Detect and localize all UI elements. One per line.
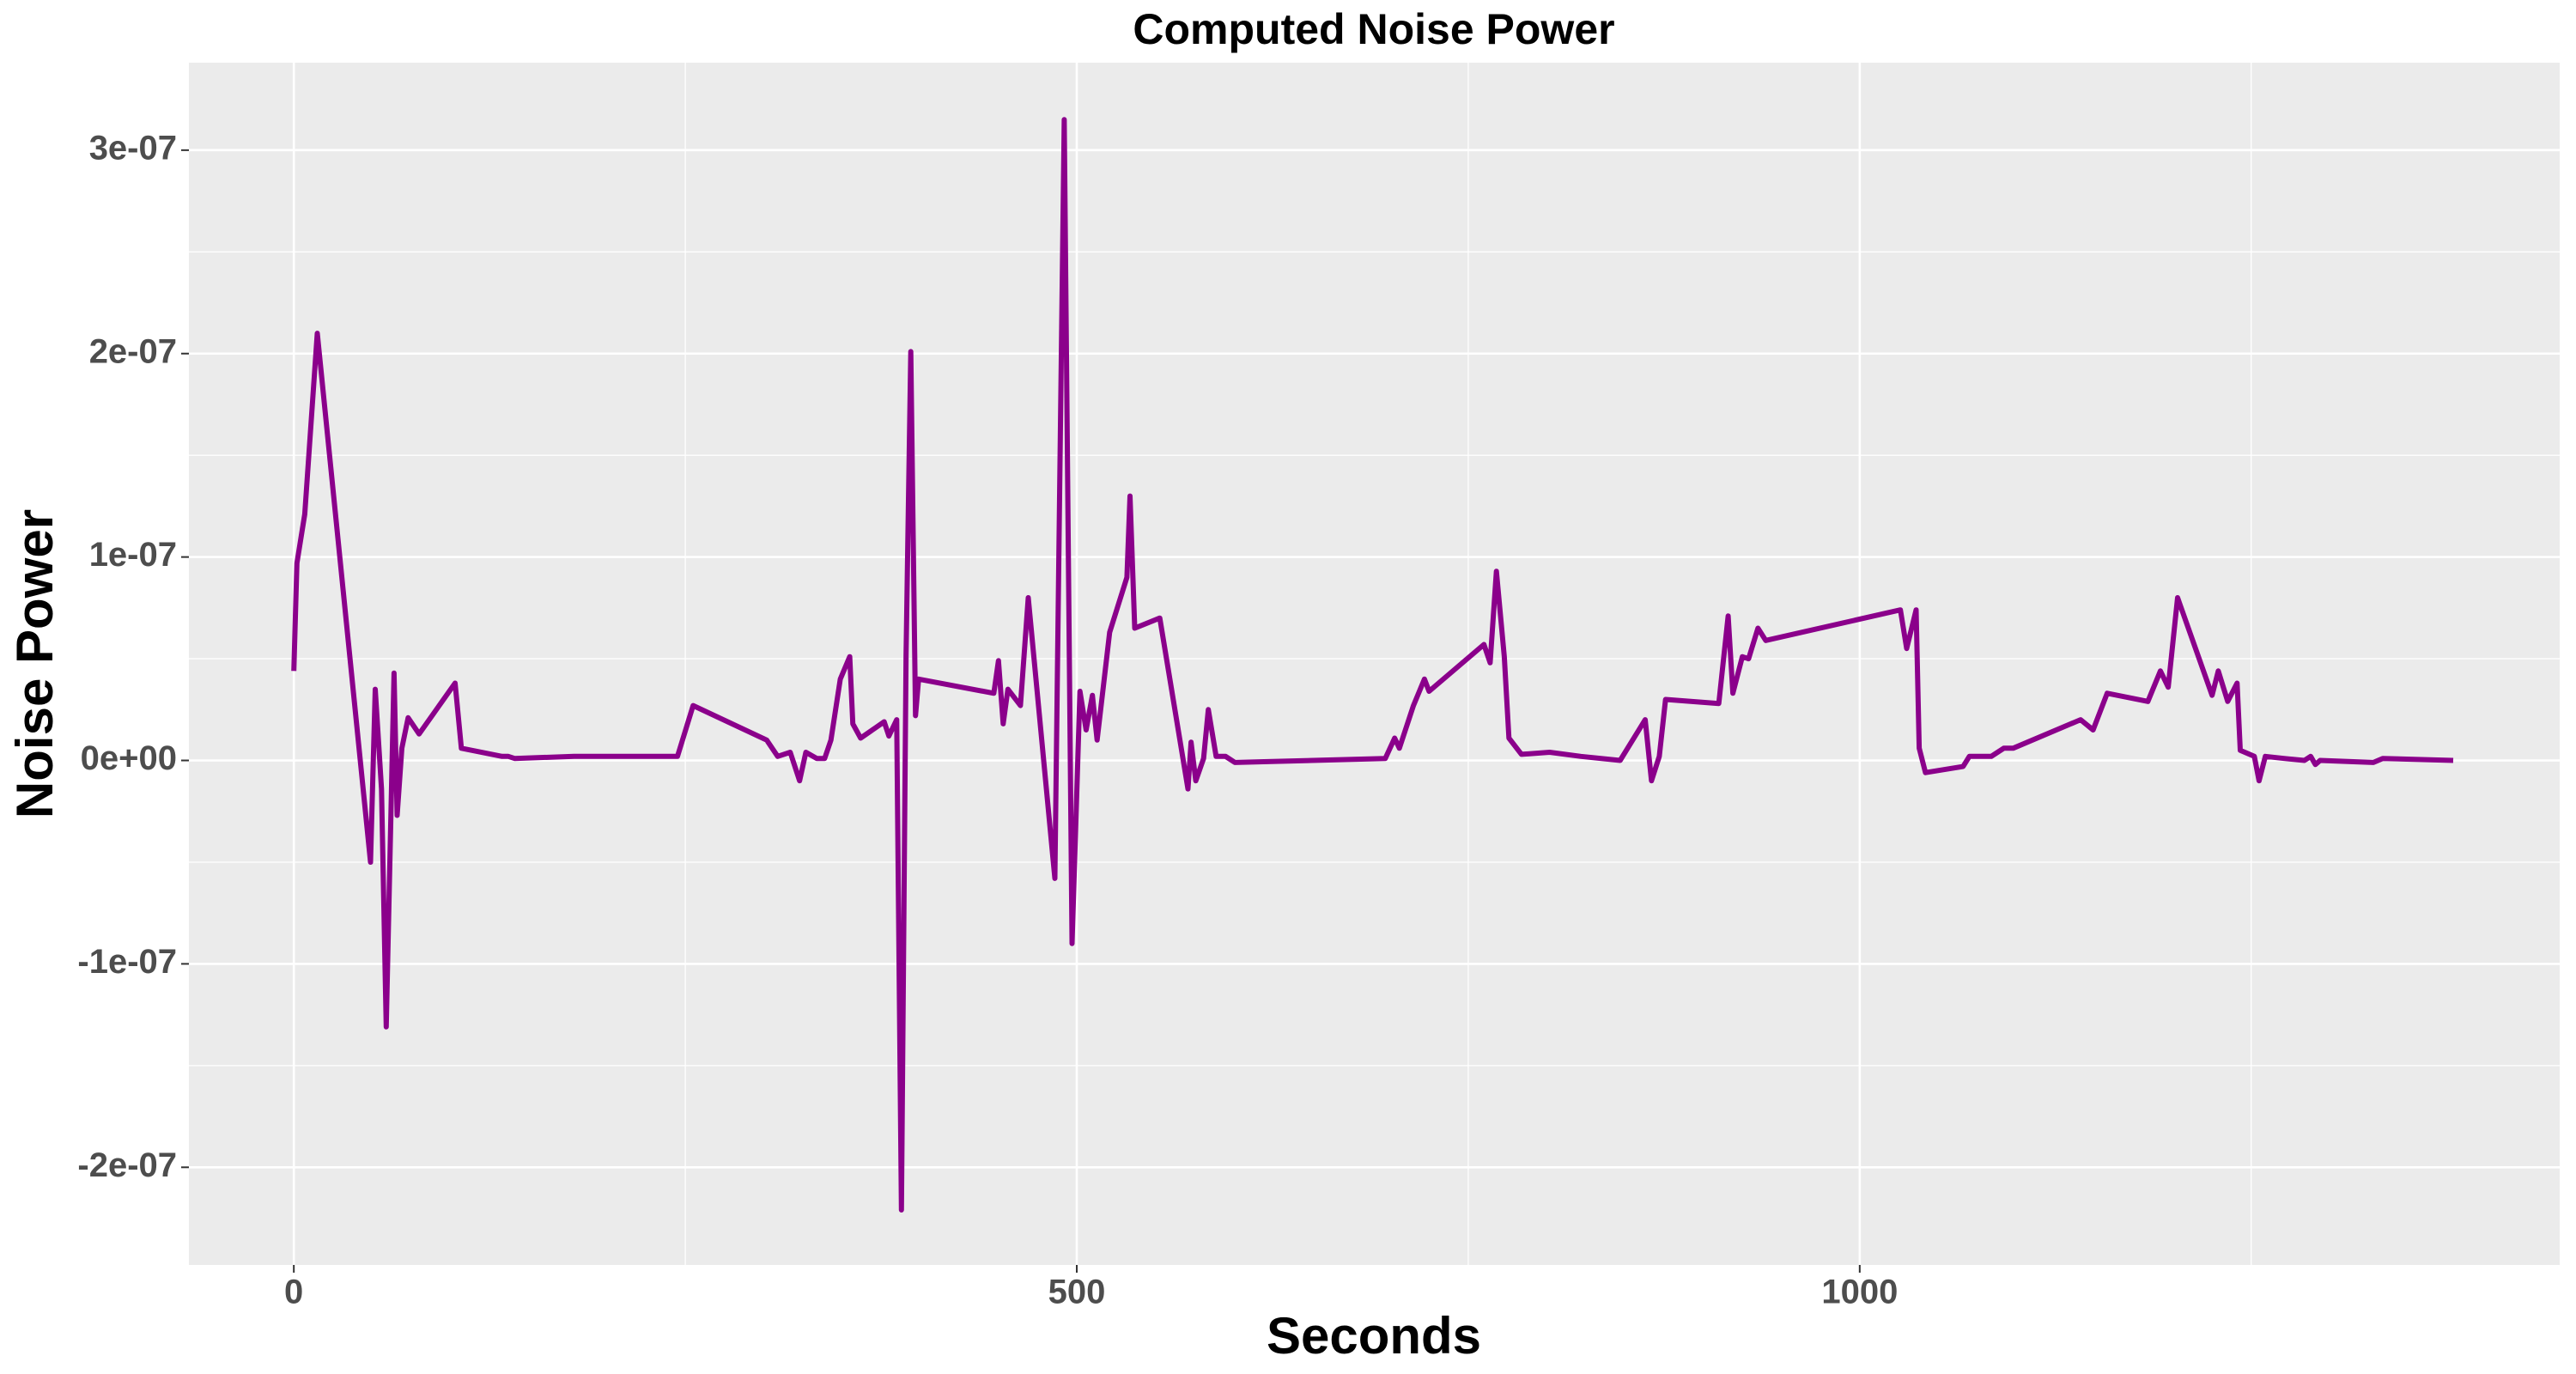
y-tick-label: 2e-07 bbox=[89, 332, 177, 370]
x-tick-label: 1000 bbox=[1821, 1274, 1898, 1311]
y-tick-label: -2e-07 bbox=[77, 1146, 177, 1184]
x-axis-title: Seconds bbox=[1267, 1307, 1481, 1365]
x-tick-label: 500 bbox=[1048, 1274, 1106, 1311]
y-tick-label: 0e+00 bbox=[81, 739, 177, 777]
chart-title: Computed Noise Power bbox=[1133, 5, 1614, 53]
y-tick-label: 1e-07 bbox=[89, 536, 177, 574]
x-tick-label: 0 bbox=[284, 1274, 303, 1311]
y-axis-title: Noise Power bbox=[6, 509, 64, 818]
data-line bbox=[291, 117, 2454, 1213]
y-tick-label: -1e-07 bbox=[77, 943, 177, 981]
y-tick-label: 3e-07 bbox=[89, 129, 177, 167]
panel bbox=[189, 63, 2560, 1265]
